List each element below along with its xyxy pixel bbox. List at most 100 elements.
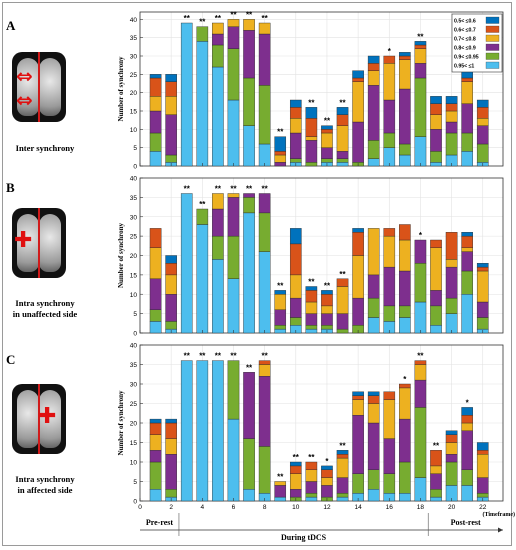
bar-segment — [461, 151, 473, 167]
bar-segment — [430, 450, 442, 467]
bar-segment — [383, 438, 396, 474]
bar-segment — [461, 132, 473, 152]
significance-mark: ** — [324, 281, 331, 290]
bar-segment — [461, 407, 473, 416]
bar-segment — [336, 313, 349, 330]
bar-segment — [305, 493, 318, 498]
bar-segment — [243, 30, 255, 79]
x-tick-label: 16 — [386, 504, 394, 511]
bar-segment — [461, 77, 473, 82]
legend-swatch — [485, 52, 500, 60]
y-tick-label: 10 — [130, 460, 138, 467]
bar-segment — [445, 442, 458, 455]
bar-segment — [321, 294, 333, 307]
bar-segment — [399, 317, 411, 334]
significance-mark: ** — [308, 278, 315, 287]
bar-segment — [399, 88, 411, 145]
bar-segment — [461, 235, 473, 248]
significance-mark: ** — [230, 352, 237, 361]
y-tick-label: 0 — [133, 331, 137, 338]
bar-segment — [367, 422, 380, 470]
x-tick-label: 2 — [169, 504, 173, 511]
bar-segment — [258, 212, 271, 252]
bar-segment — [414, 48, 427, 64]
significance-mark: ** — [308, 453, 315, 462]
bar-segment — [476, 270, 489, 303]
bar-segment — [383, 266, 396, 307]
bar-segment — [227, 278, 240, 334]
significance-mark: ** — [184, 185, 191, 194]
bar-segment — [258, 446, 271, 494]
bar-segment — [430, 151, 442, 163]
bar-segment — [212, 66, 224, 167]
bar-segment — [149, 77, 162, 97]
bar-segment — [461, 422, 473, 432]
bar-segment — [212, 44, 224, 68]
bar-segment — [367, 140, 380, 159]
y-tick-label: 20 — [130, 90, 138, 97]
bar-segment — [243, 438, 255, 490]
bar-segment — [243, 125, 255, 167]
bar-segment — [367, 70, 380, 86]
significance-mark: ** — [433, 441, 440, 450]
bar-segment — [289, 473, 302, 490]
bar-segment — [212, 208, 224, 237]
bar-segment — [165, 294, 177, 322]
bar-segment — [243, 212, 255, 334]
bar-segment — [476, 99, 489, 108]
bar-segment — [461, 81, 473, 104]
bar-segment — [399, 461, 411, 494]
bar-segment — [305, 461, 318, 471]
bar-segment — [149, 151, 162, 167]
significance-mark: ** — [199, 18, 206, 27]
bar-segment — [321, 129, 333, 134]
y-axis-label: Number of synchrony — [117, 56, 125, 122]
legend-label: 0.9< ≤0.95 — [454, 55, 479, 61]
significance-mark: ** — [417, 352, 424, 361]
bar-segment — [258, 376, 271, 447]
bar-segment — [476, 493, 489, 498]
bar-segment — [383, 63, 396, 101]
bar-segment — [383, 132, 396, 148]
significance-mark: ** — [215, 352, 222, 361]
bar-segment — [476, 107, 489, 119]
legend-swatch — [485, 25, 500, 33]
bar-segment — [289, 158, 302, 163]
bar-segment — [196, 26, 209, 42]
bar-segment — [336, 278, 349, 287]
bar-segment — [336, 107, 349, 115]
y-tick-label: 20 — [130, 421, 138, 428]
bar-segment — [367, 228, 380, 276]
bar-segment — [445, 96, 458, 104]
bar-segment — [336, 493, 349, 498]
bar-segment — [180, 22, 193, 167]
bar-segment — [367, 395, 380, 404]
y-tick-label: 5 — [133, 145, 137, 152]
bar-segment — [367, 158, 380, 167]
significance-mark: ** — [339, 441, 346, 450]
y-tick-label: 40 — [130, 176, 138, 183]
bar-segment — [289, 132, 302, 159]
y-tick-label: 35 — [130, 362, 138, 369]
bar-segment — [243, 77, 255, 126]
bar-segment — [274, 496, 287, 502]
y-tick-label: 25 — [130, 401, 138, 408]
bar-segment — [352, 77, 364, 82]
bar-segment — [305, 107, 318, 119]
bar-segment — [352, 391, 364, 396]
y-tick-label: 30 — [130, 54, 138, 61]
bar-segment — [274, 294, 287, 310]
bar-segment — [336, 162, 349, 167]
brain-image-b: ✚ — [12, 208, 66, 278]
significance-mark: * — [419, 231, 423, 240]
y-tick-label: 15 — [130, 109, 138, 116]
bar-segment — [336, 457, 349, 478]
significance-mark: ** — [184, 14, 191, 23]
bar-segment — [430, 162, 442, 167]
bar-segment — [399, 143, 411, 156]
bar-segment — [321, 305, 333, 314]
bar-segment — [274, 136, 287, 152]
bar-segment — [476, 477, 489, 494]
bar-segment — [367, 55, 380, 64]
bar-segment — [149, 110, 162, 134]
